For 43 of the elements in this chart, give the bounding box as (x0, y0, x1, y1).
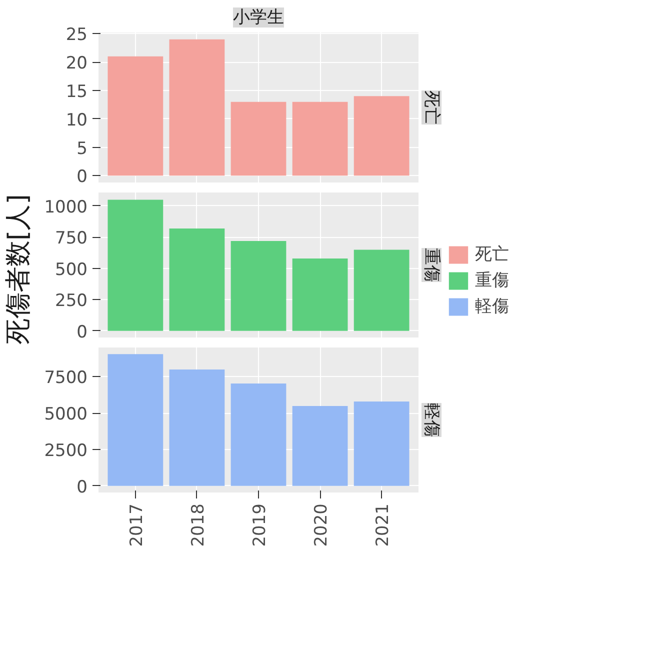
y-tick-label: 5 (76, 138, 88, 159)
y-tick-label: 0 (76, 322, 88, 342)
bar (169, 370, 225, 486)
bar (292, 406, 348, 486)
x-tick-label: 2018 (188, 504, 208, 547)
y-tick-label: 5000 (44, 404, 88, 424)
y-tick-label: 0 (76, 477, 88, 498)
chart-title: 小学生 (233, 8, 284, 28)
legend-label: 軽傷 (475, 296, 509, 318)
bar (108, 200, 164, 331)
text: 死亡 (422, 90, 442, 124)
y-tick-label: 7500 (44, 368, 88, 388)
y-tick-label: 15 (66, 82, 88, 102)
y-axis-title: 死傷者数[人] (4, 194, 34, 344)
y-tick-label: 20 (66, 54, 88, 74)
bar (354, 96, 410, 176)
y-tick-label: 250 (55, 291, 88, 312)
x-tick-label: 2017 (126, 504, 147, 547)
y-tick-label: 2500 (44, 440, 88, 461)
bar (169, 39, 225, 176)
bar (292, 258, 348, 331)
x-tick-label: 2021 (373, 504, 394, 547)
x-tick-label: 2020 (312, 504, 332, 547)
y-tick-label: 0 (76, 167, 88, 188)
bar (230, 384, 286, 486)
text: 軽傷 (422, 403, 442, 437)
y-tick-label: 500 (55, 260, 88, 280)
legend-label: 死亡 (475, 244, 509, 266)
y-tick-label: 25 (66, 25, 88, 46)
bar (292, 102, 348, 176)
bar (354, 401, 410, 486)
y-tick-label: 10 (66, 110, 88, 130)
bar (108, 56, 164, 176)
x-tick-label: 2019 (250, 504, 270, 547)
bar (230, 102, 286, 176)
y-tick-label: 1000 (44, 197, 88, 218)
text: 重傷 (422, 248, 442, 282)
bar (169, 228, 225, 331)
y-tick-label: 750 (55, 228, 88, 249)
bar (108, 354, 164, 486)
legend-label: 重傷 (475, 270, 509, 292)
bar (230, 240, 286, 331)
bar (354, 250, 410, 331)
